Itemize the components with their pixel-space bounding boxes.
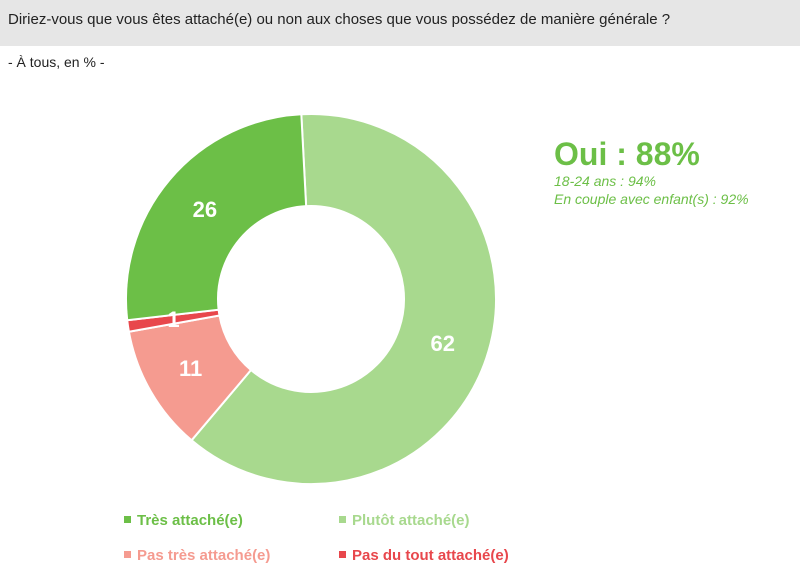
legend-item-pas-du-tout-attache: Pas du tout attaché(e) xyxy=(339,547,509,564)
donut-slice xyxy=(125,113,308,322)
slice-value-label: 26 xyxy=(193,197,217,222)
slice-value-label: 1 xyxy=(167,307,179,332)
callout-line: 18-24 ans : 94% xyxy=(554,173,656,189)
donut-slice xyxy=(190,113,497,485)
legend-item-pas-tres-attache: Pas très attaché(e) xyxy=(124,547,270,564)
slice-value-label: 11 xyxy=(179,356,202,381)
question-text: Diriez-vous que vous êtes attaché(e) ou … xyxy=(8,11,671,28)
legend-label: Plutôt attaché(e) xyxy=(352,512,470,529)
legend-label: Pas très attaché(e) xyxy=(137,547,271,564)
callout: Oui : 88% 18-24 ans : 94% En couple avec… xyxy=(554,136,749,208)
chart-subtitle: - À tous, en % - xyxy=(8,54,105,70)
legend-item-plutot-attache: Plutôt attaché(e) xyxy=(339,512,470,529)
slice-value-label: 62 xyxy=(430,331,454,356)
donut-slices xyxy=(125,113,497,485)
legend-item-tres-attache: Très attaché(e) xyxy=(124,512,243,529)
donut-labels: 62 111 26 xyxy=(167,197,455,381)
chart-question: Diriez-vous que vous êtes attaché(e) ou … xyxy=(0,0,800,46)
legend-label: Très attaché(e) xyxy=(137,512,243,529)
legend-swatch xyxy=(339,551,346,558)
legend-swatch xyxy=(124,551,131,558)
legend-swatch xyxy=(339,516,346,523)
callout-line: En couple avec enfant(s) : 92% xyxy=(554,191,749,207)
legend-label: Pas du tout attaché(e) xyxy=(352,547,509,564)
legend-swatch xyxy=(124,516,131,523)
callout-title: Oui : 88% xyxy=(554,136,700,172)
